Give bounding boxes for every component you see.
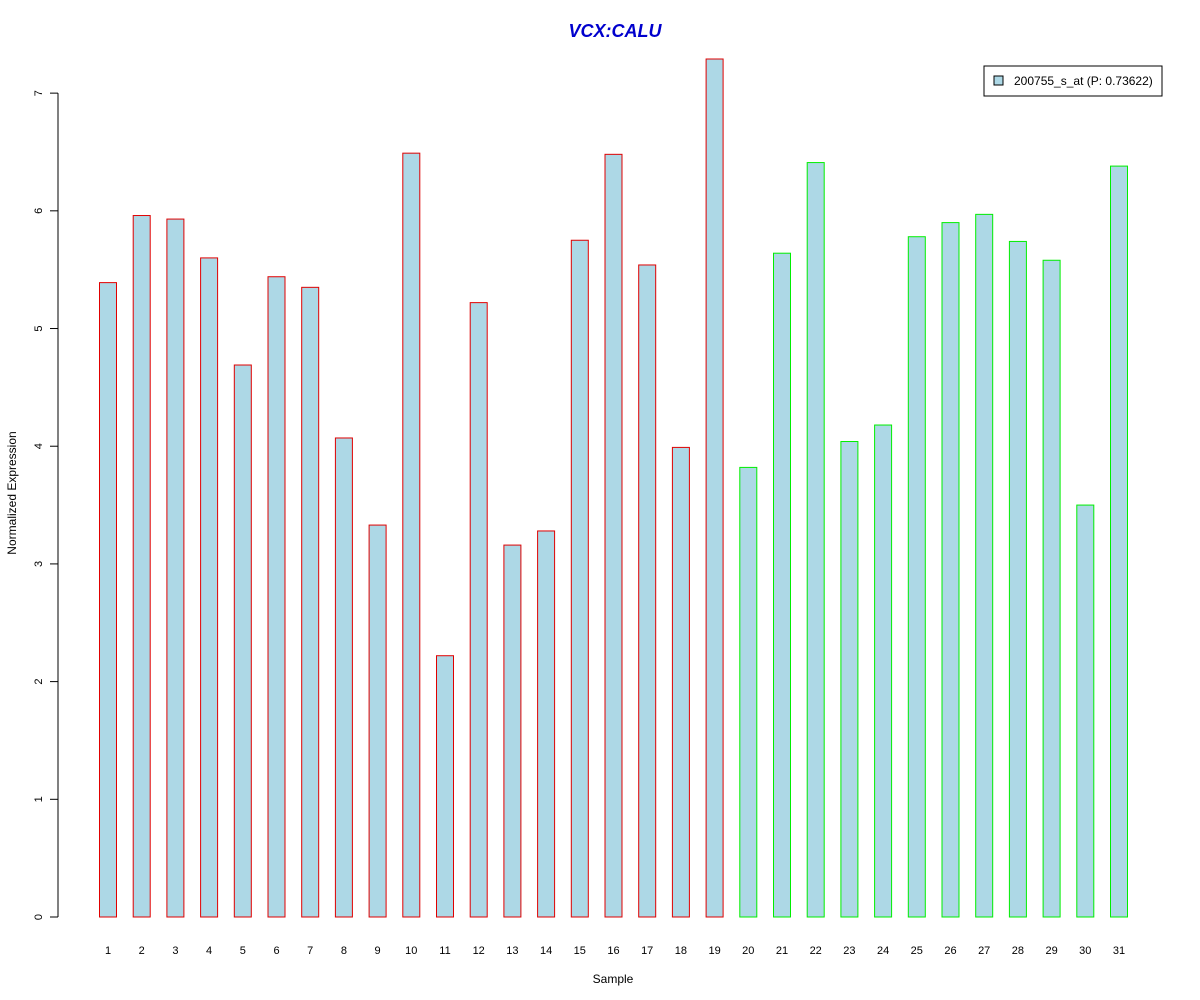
bar-sample-19 (705, 58, 724, 918)
x-tick-label: 1 (105, 945, 111, 957)
x-tick-label: 20 (742, 945, 754, 957)
x-tick-label: 23 (843, 945, 855, 957)
x-tick-label: 17 (641, 945, 653, 957)
bar-sample-11 (436, 655, 454, 918)
x-tick-label: 16 (607, 945, 619, 957)
x-tick-label: 26 (944, 945, 956, 957)
bar-sample-28 (1008, 240, 1027, 918)
x-tick-label: 25 (911, 945, 923, 957)
bar-sample-2 (132, 215, 151, 918)
bar-sample-24 (874, 424, 893, 918)
bar-sample-7 (301, 286, 320, 918)
y-tick-label: 4 (33, 443, 45, 449)
x-axis-label: Sample (593, 972, 634, 986)
bar-sample-30 (1076, 504, 1095, 918)
y-tick-label: 7 (33, 90, 45, 96)
x-tick-label: 2 (139, 945, 145, 957)
bar-sample-15 (570, 239, 589, 918)
legend-swatch (993, 75, 1004, 86)
x-tick-label: 31 (1113, 945, 1125, 957)
y-tick-label: 6 (33, 208, 45, 214)
x-tick-label: 22 (810, 945, 822, 957)
bar-sample-6 (267, 276, 286, 918)
y-tick-label: 0 (33, 914, 45, 920)
chart-title: VCX:CALU (569, 21, 663, 41)
x-tick-label: 6 (273, 945, 279, 957)
x-tick-labels: 1 2 3 4 5 6 7 8 9 10 11 12 13 14 15 16 17 18 19 20 21 22 23 24 2… (105, 945, 1125, 957)
bar-sample-31 (1110, 165, 1128, 918)
legend-label: 200755_s_at (P: 0.73622) (1014, 74, 1153, 88)
bar-sample-25 (907, 236, 926, 918)
bar-sample-27 (975, 213, 994, 918)
bar-sample-16 (604, 153, 623, 918)
x-tick-label: 10 (405, 945, 417, 957)
y-tick-label: 3 (33, 561, 45, 567)
y-tick-label: 1 (33, 796, 45, 802)
bar-sample-23 (840, 441, 859, 918)
bar-sample-13 (503, 544, 522, 918)
x-tick-label: 5 (240, 945, 246, 957)
legend: 200755_s_at (P: 0.73622) (983, 65, 1163, 97)
bar-sample-1 (99, 282, 117, 918)
x-tick-label: 24 (877, 945, 889, 957)
x-tick-label: 14 (540, 945, 552, 957)
bar-sample-3 (166, 218, 185, 918)
y-tick-label: 5 (33, 325, 45, 331)
y-tick-label: 2 (33, 679, 45, 685)
bar-sample-29 (1042, 259, 1061, 918)
x-tick-label: 9 (375, 945, 381, 957)
x-tick-label: 28 (1012, 945, 1024, 957)
x-tick-label: 4 (206, 945, 212, 957)
legend-box (983, 65, 1163, 97)
x-tick-label: 27 (978, 945, 990, 957)
x-tick-label: 21 (776, 945, 788, 957)
bar-sample-26 (941, 222, 960, 918)
bar-sample-22 (806, 162, 825, 918)
bar-sample-9 (368, 524, 387, 918)
y-axis-label: Normalized Expression (5, 431, 19, 554)
bar-sample-8 (334, 437, 353, 918)
bar-sample-4 (200, 257, 219, 918)
x-tick-label: 30 (1079, 945, 1091, 957)
x-tick-label: 13 (506, 945, 518, 957)
x-tick-label: 11 (439, 945, 450, 957)
bar-sample-17 (638, 264, 657, 918)
bar-sample-20 (739, 466, 758, 918)
x-tick-label: 8 (341, 945, 347, 957)
bars-group (99, 58, 1128, 918)
bar-sample-12 (469, 302, 488, 918)
x-tick-label: 18 (675, 945, 687, 957)
x-tick-label: 7 (307, 945, 313, 957)
x-tick-label: 15 (574, 945, 586, 957)
y-axis: 0 1 2 3 4 5 6 7 (33, 90, 59, 920)
bar-sample-10 (402, 152, 421, 918)
x-tick-label: 19 (708, 945, 720, 957)
x-tick-label: 29 (1045, 945, 1057, 957)
x-tick-label: 12 (473, 945, 485, 957)
bar-sample-14 (537, 530, 556, 918)
bar-sample-21 (773, 252, 791, 918)
bar-sample-5 (233, 364, 252, 918)
bar-sample-18 (671, 446, 690, 918)
x-tick-label: 3 (172, 945, 178, 957)
